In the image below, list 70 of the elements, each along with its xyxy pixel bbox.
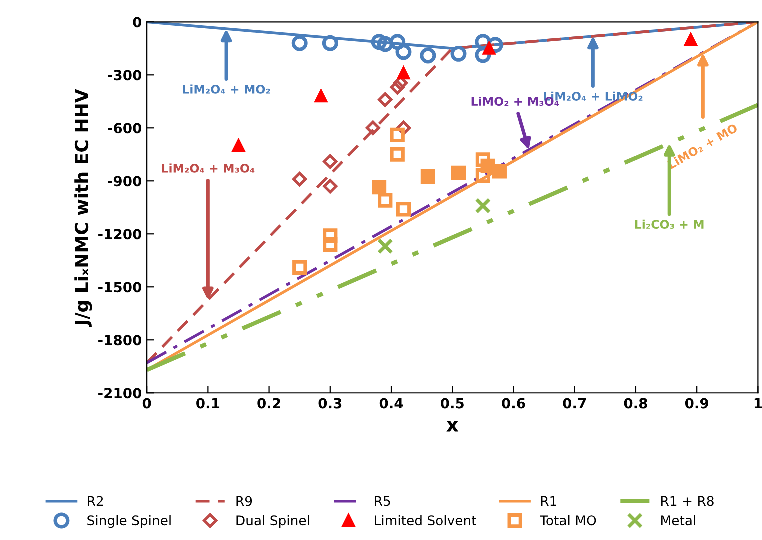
legend-label: R9 [236,496,252,506]
legend-label: Limited Solvent [375,515,476,526]
y-tick-label: 0 [133,17,142,28]
point [323,154,338,169]
y-tick-label: -900 [108,176,142,187]
legend-label: Total MO [540,515,596,526]
y-tick-label: -1500 [98,282,142,293]
x-tick-label: 0.9 [685,398,708,409]
x-tick-label: 0.1 [196,398,220,409]
point [322,35,338,52]
point [232,140,245,152]
point [323,179,338,194]
point [476,152,490,168]
x-tick-label: 0.8 [624,398,648,409]
y-axis-title: J/g LiₓNMC with EC HHV [74,89,92,328]
point [292,35,308,52]
point [475,34,492,50]
legend-label: R2 [88,496,104,506]
x-axis-title: x [446,421,459,432]
point [378,193,393,208]
point [390,34,406,50]
point [420,48,436,64]
point [314,90,328,103]
point [390,80,405,95]
point [420,169,436,184]
y-tick-label: -300 [108,70,142,81]
x-tick-label: 1 [754,398,762,409]
annotation: LiM₂O₄ + MO₂ [183,84,270,94]
legend-label: R1 [541,496,556,506]
x-tick-label: 0.6 [502,398,526,409]
point [390,147,405,162]
x-tick-label: 0.7 [563,398,586,409]
point [323,228,338,244]
point [390,128,405,142]
point [476,168,490,184]
point [487,37,504,54]
point [475,198,492,214]
point [475,47,492,64]
point [292,260,308,275]
point [396,202,412,217]
y-tick-label: -2100 [98,388,142,399]
point [492,164,507,179]
y-tick-label: -600 [108,123,142,134]
point [377,36,394,52]
point [480,158,496,174]
annotation: LiM₂O₄ + M₃O₄ [162,164,255,173]
y-tick-label: -1200 [98,229,142,240]
point [451,166,466,180]
annotation: Li₂CO₃ + M [635,220,704,230]
legend-label: R5 [375,496,390,506]
x-tick-label: 0.3 [318,398,342,409]
point [396,44,412,60]
point [371,34,388,50]
point [292,172,308,187]
point [378,92,393,108]
y-tick-label: -1800 [98,335,142,346]
legend-label: Single Spinel [88,515,171,528]
legend-label: R1 + R8 [662,496,714,506]
legend-label: Metal [662,515,696,526]
x-tick-label: 0.2 [258,398,280,409]
x-tick-label: 0 [142,398,152,409]
x-tick-label: 0.5 [440,398,464,409]
x-tick-label: 0.4 [380,398,404,409]
point [377,238,394,254]
point [323,237,338,252]
point [366,120,380,136]
point [372,180,387,195]
point [450,46,467,62]
legend-label: Dual Spinel [236,515,310,528]
point [397,67,410,80]
